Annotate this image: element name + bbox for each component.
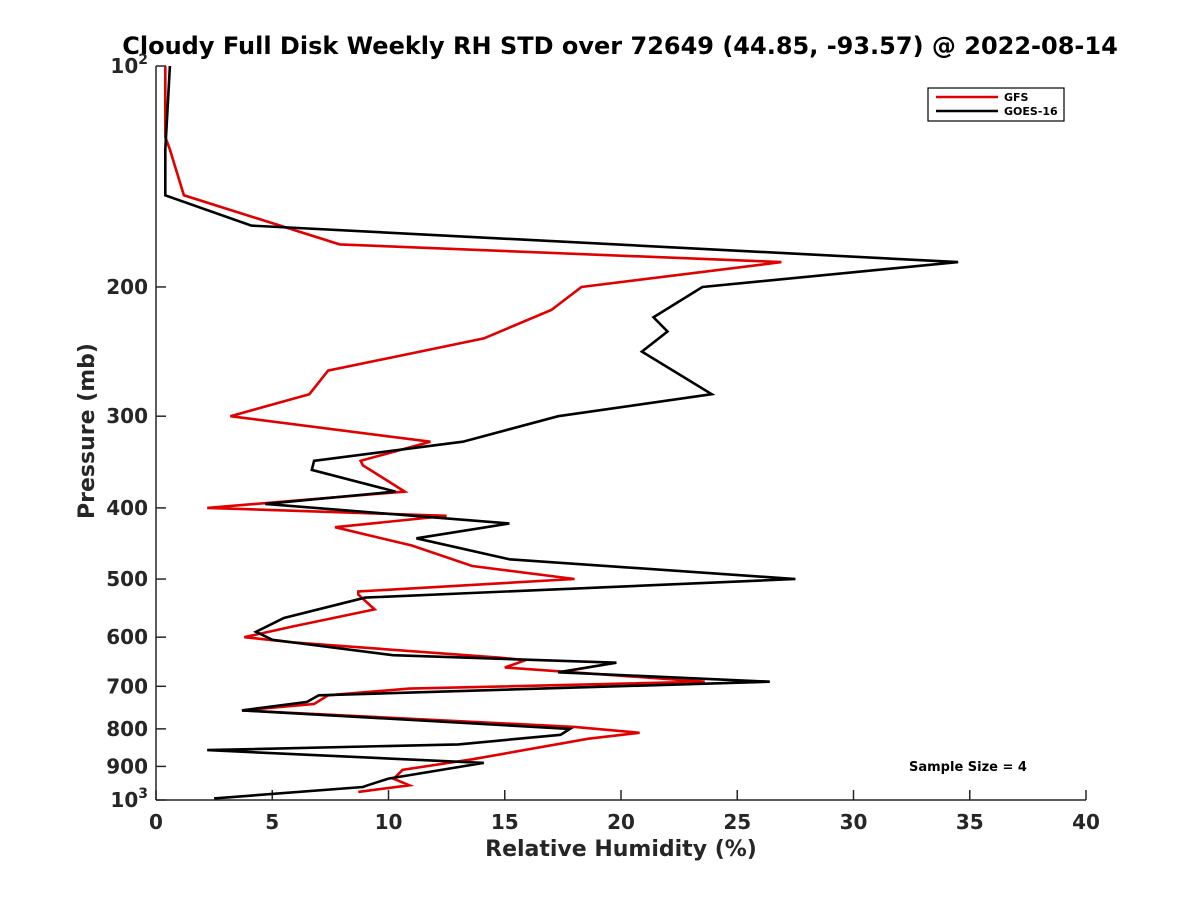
y-axis-ticks: 102 200 300 400 500 600 700 800 900 103 xyxy=(106,52,166,812)
y-tick-label: 800 xyxy=(106,717,148,741)
x-tick-label: 25 xyxy=(723,810,751,834)
x-tick-label: 20 xyxy=(607,810,635,834)
x-axis-label: Relative Humidity (%) xyxy=(485,837,757,862)
y-tick-label: 700 xyxy=(106,674,148,698)
plot-area-frame xyxy=(156,66,1086,800)
x-tick-label: 30 xyxy=(840,810,868,834)
y-tick-label: 600 xyxy=(106,625,148,649)
x-axis-ticks: 0 5 10 15 20 25 30 35 40 xyxy=(149,790,1100,834)
y-tick-label: 103 xyxy=(110,786,148,812)
x-tick-label: 10 xyxy=(375,810,403,834)
legend-box xyxy=(927,87,1065,122)
y-tick-label: 500 xyxy=(106,567,148,591)
y-tick-label: 900 xyxy=(106,754,148,778)
series-line-goes-16 xyxy=(164,65,959,800)
x-tick-label: 5 xyxy=(265,810,279,834)
x-tick-label: 40 xyxy=(1072,810,1100,834)
legend-label: GOES-16 xyxy=(1004,105,1058,118)
series-lines xyxy=(164,65,959,800)
x-tick-label: 15 xyxy=(491,810,519,834)
x-tick-label: 35 xyxy=(956,810,984,834)
x-tick-label: 0 xyxy=(149,810,163,834)
y-tick-label: 200 xyxy=(106,275,148,299)
chart-title: Cloudy Full Disk Weekly RH STD over 7264… xyxy=(122,32,1118,60)
series-line-gfs xyxy=(164,66,782,794)
sample-size-annotation: Sample Size = 4 xyxy=(909,760,1027,775)
y-tick-label: 300 xyxy=(106,404,148,428)
y-axis-label: Pressure (mb) xyxy=(75,343,100,519)
legend-label: GFS xyxy=(1004,91,1029,104)
y-tick-label: 400 xyxy=(106,496,148,520)
y-tick-label: 102 xyxy=(110,52,148,78)
